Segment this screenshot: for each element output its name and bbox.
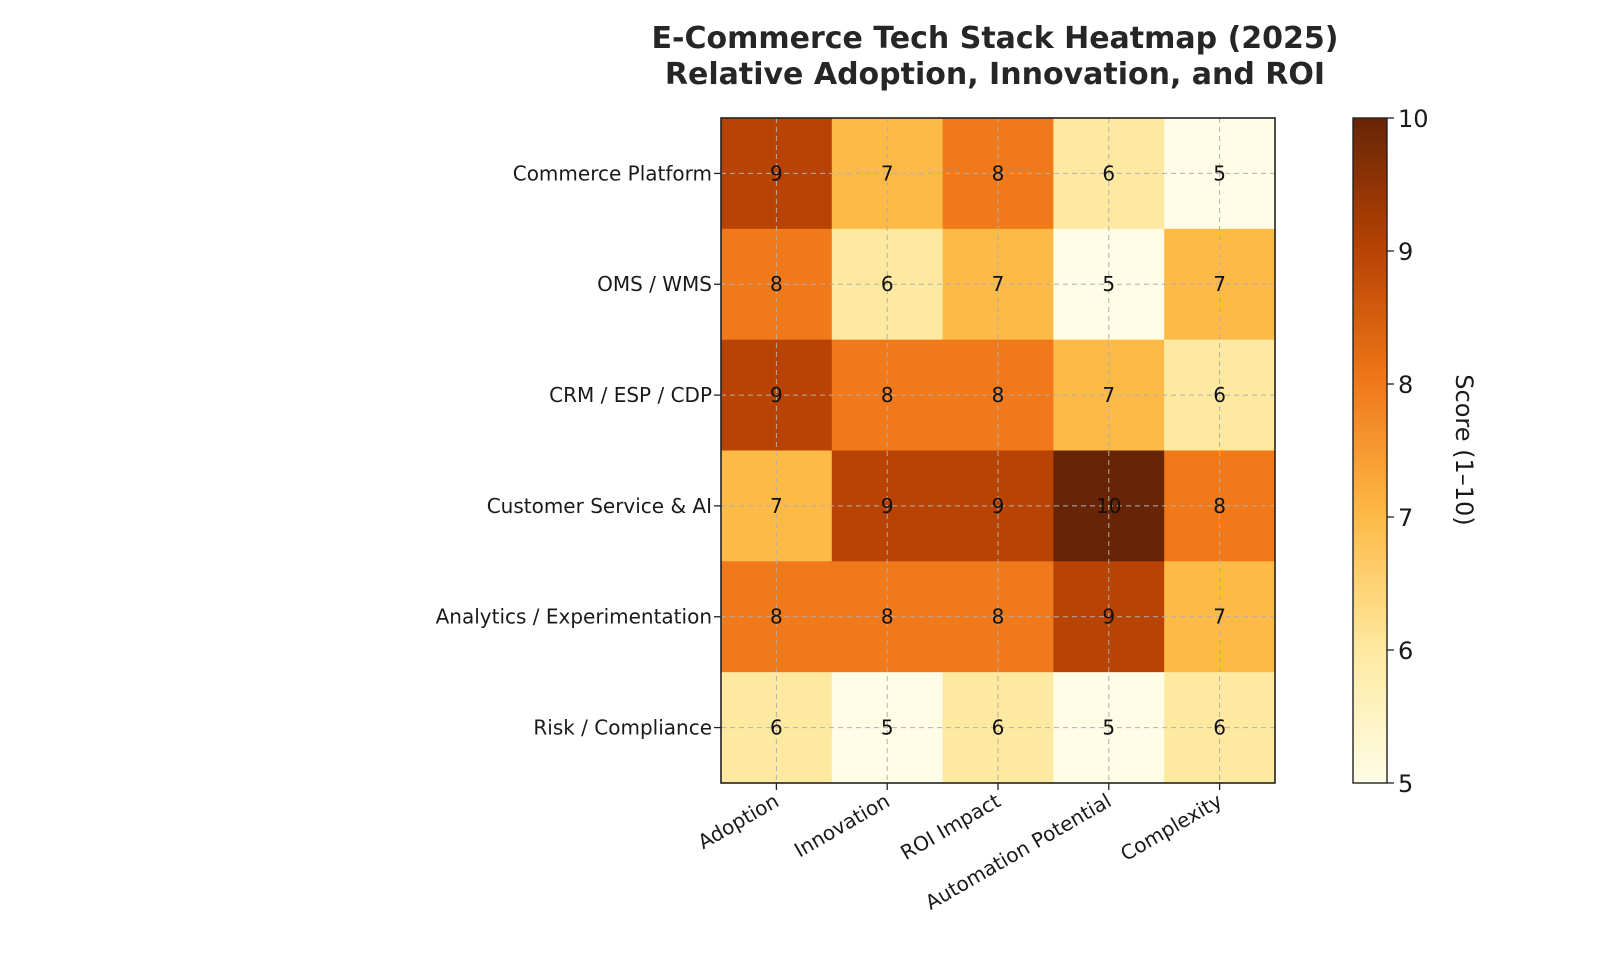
cell-value-r4-c3: 9 xyxy=(1102,605,1115,629)
cell-value-r4-c0: 8 xyxy=(770,605,783,629)
colorbar-label: Score (1–10) xyxy=(1450,374,1478,525)
chart-title-line-1: E-Commerce Tech Stack Heatmap (2025) xyxy=(652,21,1339,56)
cell-value-r5-c2: 6 xyxy=(992,716,1005,740)
cell-value-r0-c4: 5 xyxy=(1213,161,1226,185)
heatmap-cell-values: 9 7 8 6 5 8 6 7 5 7 9 8 8 7 6 7 9 9 10 8 8 8 8 9 7 6 5 6 5 6 xyxy=(770,161,1226,739)
cell-value-r1-c3: 5 xyxy=(1102,272,1115,296)
colorbar-tick-label: 10 xyxy=(1398,105,1429,133)
heatmap-cell-r2-c2 xyxy=(942,339,1054,452)
cell-value-r1-c2: 7 xyxy=(992,272,1005,296)
cell-value-r5-c3: 5 xyxy=(1102,716,1115,740)
cell-value-r0-c1: 7 xyxy=(881,161,894,185)
column-label: Innovation xyxy=(790,789,894,863)
cell-value-r2-c4: 6 xyxy=(1213,383,1226,407)
column-label: Complexity xyxy=(1116,788,1226,865)
colorbar-tick-label: 8 xyxy=(1398,371,1413,399)
cell-value-r4-c2: 8 xyxy=(992,605,1005,629)
cell-value-r2-c3: 7 xyxy=(1102,383,1115,407)
row-label: Analytics / Experimentation xyxy=(436,605,712,629)
row-label: Risk / Compliance xyxy=(533,716,712,740)
colorbar-ticks: 5 6 7 8 9 10 xyxy=(1387,105,1429,798)
cell-value-r4-c1: 8 xyxy=(881,605,894,629)
cell-value-r2-c1: 8 xyxy=(881,383,894,407)
heatmap-cell-r5-c2 xyxy=(942,672,1054,784)
cell-value-r2-c0: 9 xyxy=(770,383,783,407)
colorbar-tick-label: 9 xyxy=(1398,238,1413,266)
cell-value-r0-c2: 8 xyxy=(992,161,1005,185)
cell-value-r5-c4: 6 xyxy=(1213,716,1226,740)
cell-value-r3-c1: 9 xyxy=(881,494,894,518)
cell-value-r3-c3: 10 xyxy=(1096,494,1121,518)
cell-value-r3-c4: 8 xyxy=(1213,494,1226,518)
cell-value-r1-c0: 8 xyxy=(770,272,783,296)
cell-value-r4-c4: 7 xyxy=(1213,605,1226,629)
row-label: CRM / ESP / CDP xyxy=(549,383,712,407)
heatmap-gridlines xyxy=(714,118,1275,790)
cell-value-r5-c0: 6 xyxy=(770,716,783,740)
column-label: Automation Potential xyxy=(921,789,1115,915)
row-label: Customer Service & AI xyxy=(487,494,712,518)
row-label: Commerce Platform xyxy=(513,161,712,185)
cell-value-r0-c3: 6 xyxy=(1102,161,1115,185)
row-labels: Commerce Platform OMS / WMS CRM / ESP / CD… xyxy=(436,161,712,739)
cell-value-r3-c0: 7 xyxy=(770,494,783,518)
colorbar-tick-label: 6 xyxy=(1398,637,1413,665)
chart-title-line-2: Relative Adoption, Innovation, and ROI xyxy=(665,57,1325,92)
cell-value-r1-c1: 6 xyxy=(881,272,894,296)
cell-value-r2-c2: 8 xyxy=(992,383,1005,407)
colorbar xyxy=(1352,117,1388,784)
cell-value-r1-c4: 7 xyxy=(1213,272,1226,296)
colorbar-tick-label: 7 xyxy=(1398,504,1413,532)
row-label: OMS / WMS xyxy=(597,272,712,296)
colorbar-tick-label: 5 xyxy=(1398,770,1413,798)
column-label: Adoption xyxy=(694,789,783,854)
cell-value-r5-c1: 5 xyxy=(881,716,894,740)
cell-value-r0-c0: 9 xyxy=(770,161,783,185)
plot-frame xyxy=(720,117,1276,784)
column-label: ROI Impact xyxy=(896,788,1004,864)
cell-value-r3-c2: 9 xyxy=(992,494,1005,518)
